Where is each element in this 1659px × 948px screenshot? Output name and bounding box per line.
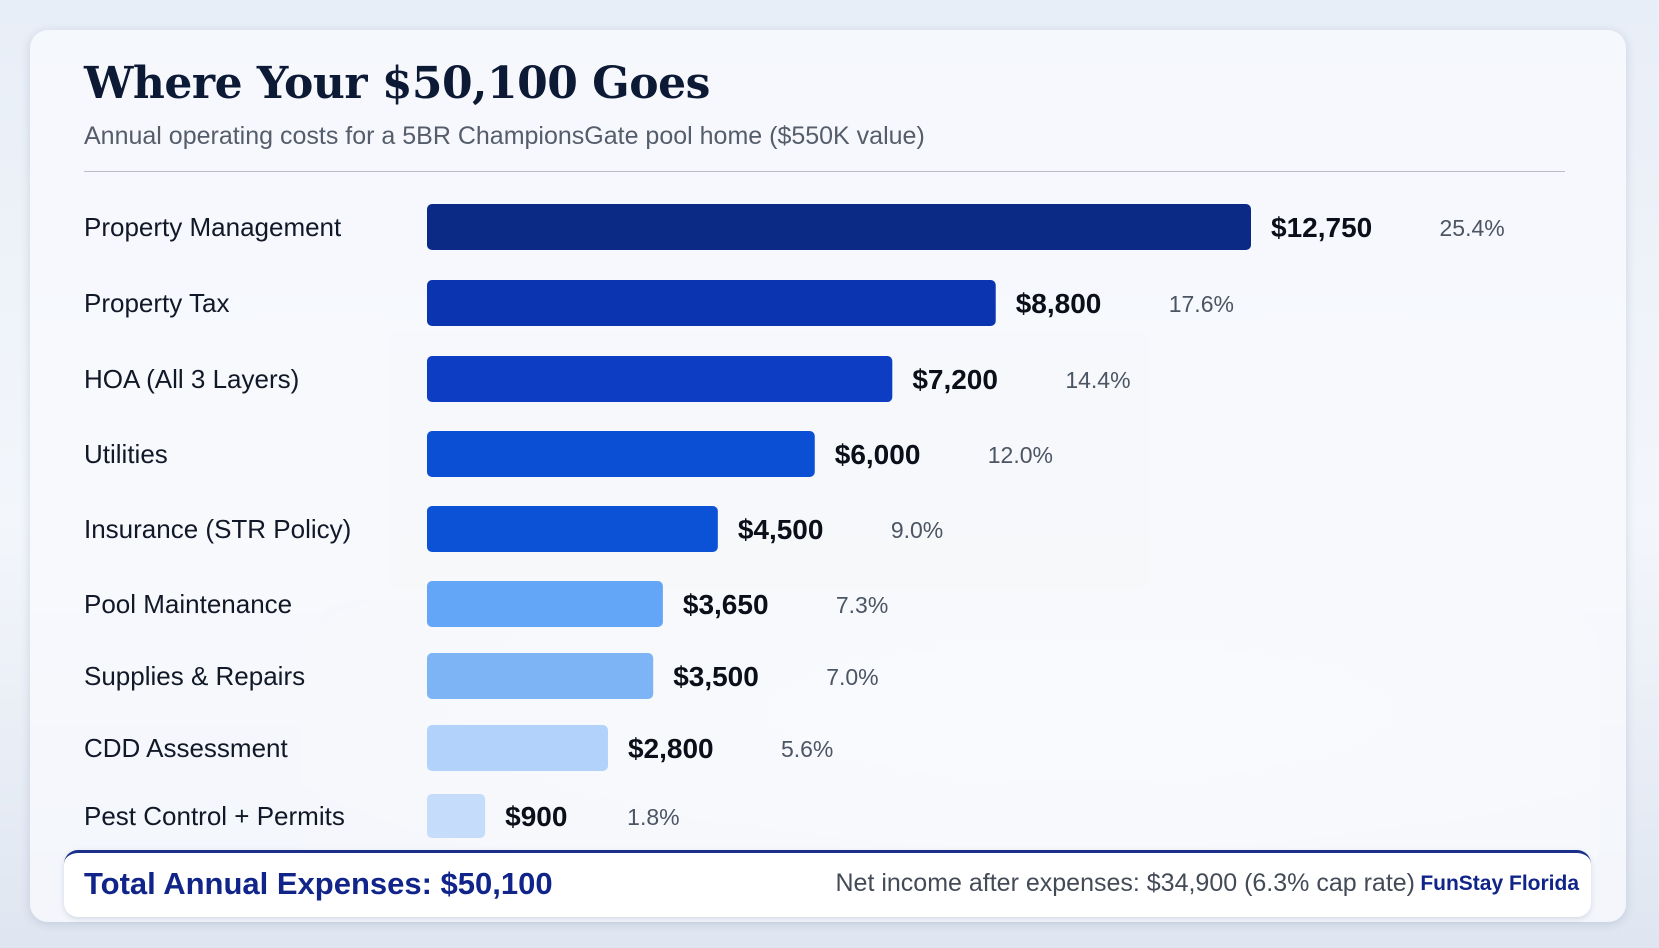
percent-label: 17.6% xyxy=(1169,291,1234,317)
expense-bar xyxy=(427,506,718,552)
percent-label: 7.3% xyxy=(836,592,888,618)
expense-bar xyxy=(427,431,815,477)
percent-label: 1.8% xyxy=(627,804,679,830)
percent-label: 5.6% xyxy=(781,736,833,762)
category-label: Utilities xyxy=(84,439,168,469)
value-label: $2,800 xyxy=(628,733,714,764)
value-label: $6,000 xyxy=(835,439,921,470)
value-label: $900 xyxy=(505,801,567,832)
value-label: $4,500 xyxy=(738,514,824,545)
expense-bar xyxy=(427,356,893,402)
percent-label: 9.0% xyxy=(891,517,943,543)
expense-bar xyxy=(427,204,1251,250)
brand-label: FunStay Florida xyxy=(1420,872,1579,895)
category-label: Supplies & Repairs xyxy=(84,661,305,691)
title-divider xyxy=(84,171,1565,172)
percent-label: 12.0% xyxy=(988,442,1053,468)
value-label: $3,650 xyxy=(683,589,769,620)
chart-title: Where Your $50,100 Goes xyxy=(84,58,710,109)
percent-label: 25.4% xyxy=(1440,215,1505,241)
category-label: CDD Assessment xyxy=(84,733,288,763)
percent-label: 14.4% xyxy=(1065,367,1130,393)
summary-footer: Total Annual Expenses: $50,100 Net incom… xyxy=(64,850,1591,917)
category-label: Insurance (STR Policy) xyxy=(84,514,351,544)
value-label: $12,750 xyxy=(1271,212,1372,243)
net-income-label: Net income after expenses: $34,900 (6.3%… xyxy=(835,869,1416,897)
chart-subtitle: Annual operating costs for a 5BR Champio… xyxy=(84,122,925,150)
expense-bar xyxy=(427,725,608,771)
value-label: $7,200 xyxy=(912,364,998,395)
expense-bar-chart: Property Management $12,750 25.4% Property … xyxy=(84,204,1505,838)
expense-bar xyxy=(427,794,486,838)
percent-label: 7.0% xyxy=(826,664,878,690)
total-expenses-label: Total Annual Expenses: $50,100 xyxy=(84,866,553,901)
category-label: Property Tax xyxy=(84,288,229,318)
infographic-card xyxy=(30,30,1626,922)
value-label: $3,500 xyxy=(673,661,759,692)
category-label: Property Management xyxy=(84,212,342,242)
expense-bar xyxy=(427,653,654,699)
expense-bar xyxy=(427,581,663,627)
value-label: $8,800 xyxy=(1016,288,1102,319)
expense-bar xyxy=(427,280,996,326)
category-label: HOA (All 3 Layers) xyxy=(84,364,299,394)
category-label: Pest Control + Permits xyxy=(84,801,345,831)
category-label: Pool Maintenance xyxy=(84,589,292,619)
